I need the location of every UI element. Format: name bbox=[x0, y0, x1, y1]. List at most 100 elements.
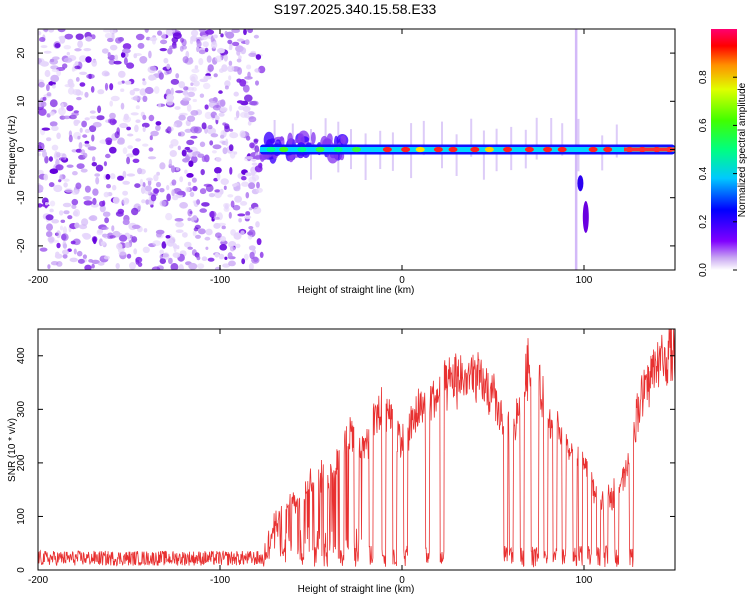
noise-blob bbox=[175, 167, 180, 171]
noise-blob bbox=[188, 160, 194, 167]
noise-blob bbox=[142, 182, 146, 188]
noise-blob bbox=[43, 29, 49, 33]
noise-blob bbox=[242, 105, 251, 113]
noise-blob bbox=[109, 100, 113, 107]
noise-blob bbox=[153, 188, 160, 194]
noise-blob bbox=[51, 144, 59, 151]
noise-blob bbox=[129, 89, 135, 96]
noise-blob bbox=[46, 84, 50, 92]
noise-blob bbox=[190, 82, 194, 86]
noise-blob bbox=[192, 185, 198, 192]
spectral-streak bbox=[273, 120, 276, 156]
noise-blob bbox=[81, 218, 89, 226]
noise-blob bbox=[174, 218, 184, 222]
noise-blob bbox=[108, 59, 116, 65]
noise-blob bbox=[249, 142, 255, 149]
noise-blob bbox=[150, 130, 159, 137]
y-tick-label: 400 bbox=[16, 347, 27, 364]
noise-blob bbox=[63, 182, 68, 188]
noise-blob bbox=[132, 158, 140, 163]
noise-blob bbox=[75, 182, 82, 190]
signal-band-core bbox=[260, 147, 675, 152]
noise-blob bbox=[126, 173, 136, 177]
noise-blob bbox=[247, 111, 255, 116]
noise-blob bbox=[142, 80, 147, 86]
noise-blob bbox=[233, 232, 242, 240]
noise-blob bbox=[62, 249, 69, 255]
figure-title: S197.2025.340.15.58.E33 bbox=[274, 1, 437, 17]
noise-blob bbox=[122, 170, 127, 179]
noise-blob bbox=[85, 36, 93, 42]
noise-blob bbox=[168, 257, 173, 265]
noise-blob bbox=[38, 144, 43, 152]
noise-blob bbox=[229, 132, 239, 139]
noise-blob bbox=[60, 219, 66, 223]
noise-blob bbox=[187, 217, 192, 222]
noise-blob bbox=[160, 39, 168, 45]
noise-blob bbox=[159, 48, 167, 52]
noise-blob bbox=[195, 234, 201, 239]
noise-blob bbox=[207, 257, 215, 262]
signal-hotspot bbox=[603, 146, 613, 153]
noise-blob bbox=[213, 34, 218, 39]
signal-blob bbox=[263, 131, 275, 148]
noise-blob bbox=[111, 32, 115, 40]
noise-blob bbox=[208, 210, 217, 218]
noise-blob bbox=[126, 153, 135, 158]
noise-blob bbox=[186, 173, 194, 178]
noise-blob bbox=[152, 240, 161, 247]
noise-blob bbox=[241, 181, 250, 187]
noise-blob bbox=[255, 80, 259, 86]
noise-blob bbox=[165, 212, 173, 221]
spectral-streak bbox=[455, 134, 458, 176]
noise-blob bbox=[210, 41, 218, 49]
noise-blob bbox=[245, 211, 251, 216]
noise-blob bbox=[192, 230, 197, 237]
noise-blob bbox=[149, 65, 157, 71]
noise-blob bbox=[122, 180, 130, 185]
noise-blob bbox=[148, 74, 156, 81]
noise-blob bbox=[131, 224, 141, 229]
noise-blob bbox=[119, 122, 128, 129]
snr-frame bbox=[37, 328, 676, 571]
noise-blob bbox=[104, 32, 112, 39]
noise-blob bbox=[210, 133, 219, 138]
noise-blob bbox=[182, 97, 192, 102]
noise-blob bbox=[179, 45, 184, 52]
noise-blob bbox=[214, 252, 220, 258]
noise-blob bbox=[48, 29, 55, 33]
noise-blob bbox=[51, 125, 59, 131]
noise-blob bbox=[172, 243, 178, 249]
noise-blob bbox=[218, 112, 225, 117]
noise-blob bbox=[133, 248, 138, 255]
noise-blob bbox=[253, 138, 259, 143]
signal-hotspot bbox=[470, 146, 480, 153]
y-tick-label: 200 bbox=[16, 454, 27, 471]
noise-blob bbox=[196, 45, 200, 53]
noise-blob bbox=[124, 80, 132, 85]
noise-blob bbox=[251, 174, 260, 181]
noise-blob bbox=[205, 228, 213, 236]
noise-blob bbox=[201, 122, 207, 130]
noise-blob bbox=[134, 183, 141, 189]
noise-blob bbox=[44, 155, 49, 164]
noise-blob bbox=[227, 65, 235, 73]
noise-blob bbox=[77, 40, 83, 48]
noise-blob bbox=[186, 139, 195, 146]
noise-blob bbox=[165, 235, 171, 239]
noise-blob bbox=[219, 107, 228, 112]
noise-blob bbox=[62, 254, 68, 259]
noise-blob bbox=[127, 145, 133, 150]
noise-blob bbox=[73, 119, 81, 124]
noise-blob bbox=[59, 210, 64, 216]
noise-blob bbox=[231, 41, 240, 47]
noise-blob bbox=[91, 236, 98, 243]
noise-blob bbox=[101, 70, 110, 77]
noise-blob bbox=[97, 261, 105, 266]
x-tick-label: 0 bbox=[399, 275, 405, 286]
noise-blob bbox=[219, 236, 226, 242]
noise-blob bbox=[61, 63, 68, 69]
noise-blob bbox=[101, 226, 109, 230]
noise-blob bbox=[187, 91, 196, 98]
